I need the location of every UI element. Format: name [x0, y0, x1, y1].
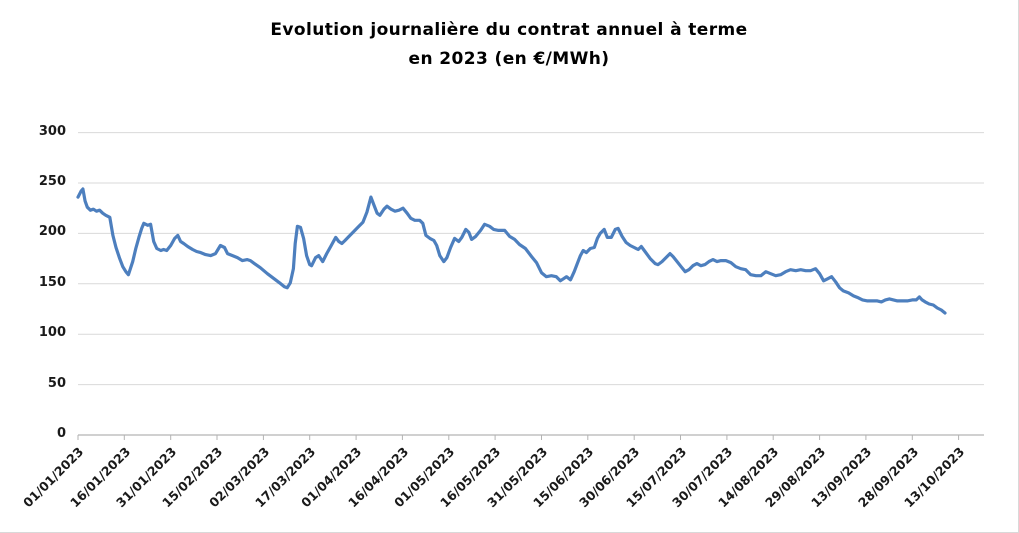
data-series-line — [76, 187, 947, 315]
chart-title-line2: en 2023 (en €/MWh) — [408, 49, 610, 69]
chart-title-line1: Evolution journalière du contrat annuel … — [270, 20, 748, 40]
chart-title: Evolution journalière du contrat annuel … — [0, 16, 1018, 74]
